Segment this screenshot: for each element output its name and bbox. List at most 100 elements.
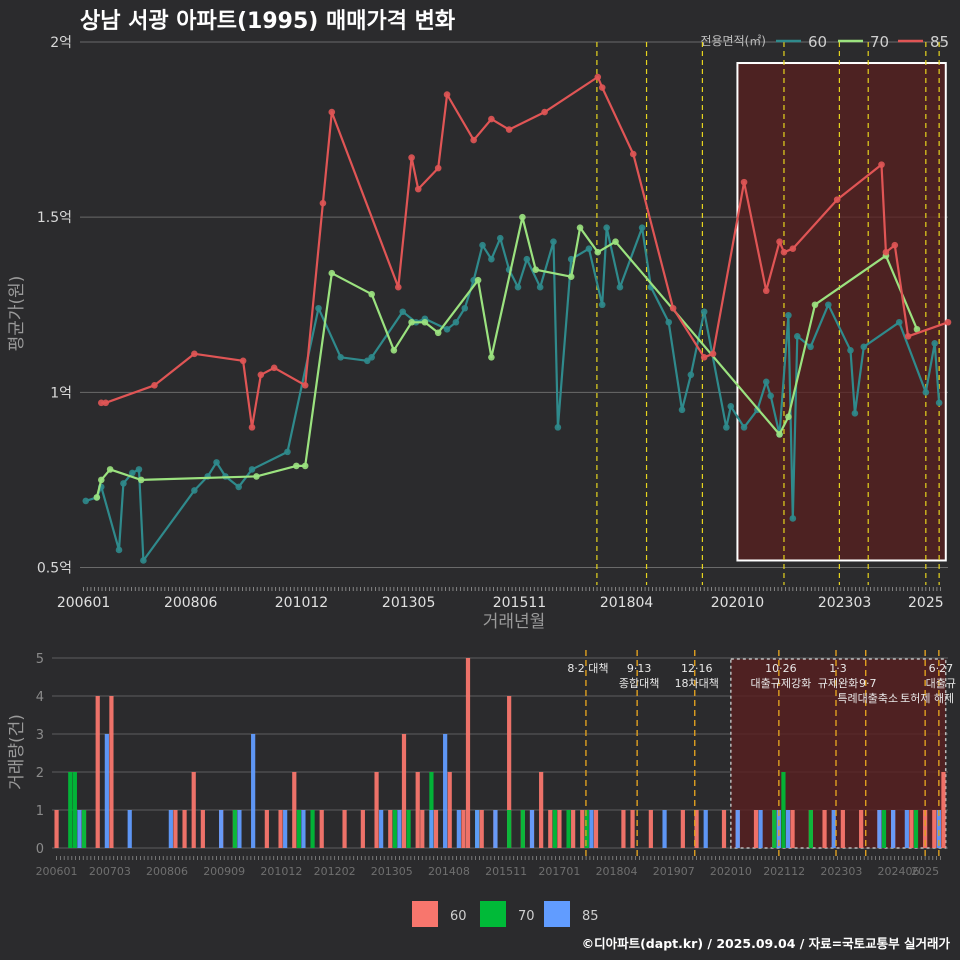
bar-legend-label-85: 85: [582, 909, 599, 924]
bar-85: [429, 810, 434, 848]
bar-60: [54, 810, 59, 848]
data-point-85: [443, 91, 451, 98]
bar-85: [397, 810, 402, 848]
data-point-60: [789, 515, 797, 522]
data-point-60: [496, 234, 504, 242]
data-point-70: [301, 462, 309, 470]
bar-85: [237, 810, 242, 848]
data-point-70: [93, 494, 101, 501]
data-point-85: [488, 115, 495, 123]
data-point-60: [767, 392, 774, 400]
data-point-60: [248, 466, 256, 473]
bar-60: [461, 810, 466, 848]
bar-85: [758, 810, 763, 848]
data-point-60: [488, 255, 495, 263]
data-point-85: [301, 382, 309, 389]
data-point-70: [576, 224, 584, 231]
bar-70: [310, 810, 315, 848]
data-point-85: [505, 126, 513, 133]
data-point-60: [140, 557, 147, 564]
data-point-60: [895, 318, 903, 326]
bar-x-tick-label: 202303: [820, 865, 862, 878]
bar-60: [557, 810, 562, 848]
data-point-60: [82, 497, 90, 505]
x-tick-label: 201012: [275, 595, 328, 611]
data-point-60: [807, 343, 814, 351]
bar-60: [388, 810, 393, 848]
bar-60: [374, 772, 379, 848]
data-point-60: [860, 343, 868, 351]
bar-60: [95, 696, 100, 848]
data-point-85: [740, 178, 748, 186]
bar-70: [232, 810, 237, 848]
policy-annotation: 1·3: [829, 662, 847, 675]
bar-60: [278, 810, 283, 848]
data-point-60: [740, 424, 748, 431]
bar-x-tick-label: 201408: [428, 865, 470, 878]
bar-85: [443, 734, 448, 848]
data-point-70: [328, 269, 336, 277]
bar-legend-key-70: [480, 901, 506, 927]
x-tick-label: 201305: [382, 595, 435, 611]
bar-y-tick-label: 0: [36, 842, 44, 857]
data-point-70: [106, 466, 114, 473]
bar-60: [191, 772, 196, 848]
policy-annotation: 토허제 해제: [900, 691, 954, 705]
policy-annotation: 18차대책: [675, 677, 719, 690]
data-point-85: [882, 248, 890, 256]
legend-label-70: 70: [870, 33, 889, 51]
bar-60: [680, 810, 685, 848]
data-point-60: [598, 301, 606, 309]
policy-annotation: 9·7: [859, 677, 877, 690]
bar-60: [694, 810, 699, 848]
bar-85: [456, 810, 461, 848]
bar-60: [401, 734, 407, 848]
policy-annotation: 특례대출축소: [837, 692, 898, 705]
data-point-85: [598, 84, 606, 91]
data-point-70: [811, 301, 819, 309]
data-point-60: [851, 410, 859, 417]
x-tick-label: 2025: [908, 595, 944, 611]
data-point-70: [137, 476, 145, 484]
data-point-85: [833, 196, 841, 203]
data-point-60: [461, 304, 469, 312]
bar-60: [941, 772, 946, 848]
bar-85: [904, 810, 909, 848]
bar-legend-label-70: 70: [518, 909, 535, 924]
data-point-60: [135, 466, 143, 473]
x-tick-label: 202010: [711, 595, 764, 611]
y-axis-title: 평균가(원): [7, 276, 27, 352]
data-point-70: [532, 266, 540, 274]
data-point-70: [434, 329, 442, 337]
data-point-60: [931, 339, 939, 347]
data-point-85: [762, 287, 770, 295]
data-point-85: [541, 108, 548, 116]
data-point-85: [669, 304, 677, 312]
bar-60: [200, 810, 205, 848]
data-point-85: [151, 382, 158, 389]
highlight-region: [736, 62, 947, 562]
bar-x-tick-label: 201804: [596, 865, 638, 878]
data-point-70: [785, 413, 792, 421]
bar-60: [630, 810, 635, 848]
data-point-85: [414, 185, 422, 193]
bar-85: [891, 810, 896, 848]
data-point-70: [97, 476, 105, 484]
bar-85: [703, 810, 708, 848]
bar-60: [932, 810, 937, 848]
data-point-60: [115, 546, 123, 554]
data-point-85: [102, 399, 110, 407]
bar-60: [415, 772, 420, 848]
bar-60: [593, 810, 599, 848]
bar-60: [173, 810, 178, 848]
bar-60: [319, 810, 324, 848]
data-point-60: [935, 399, 943, 407]
data-point-60: [554, 424, 562, 431]
data-point-85: [904, 332, 912, 340]
legend-title: 전용면적(㎡): [700, 34, 766, 48]
bar-60: [479, 810, 484, 848]
bar-60: [721, 810, 727, 848]
y-tick-label: 0.5억: [37, 560, 72, 576]
data-point-70: [567, 273, 575, 281]
